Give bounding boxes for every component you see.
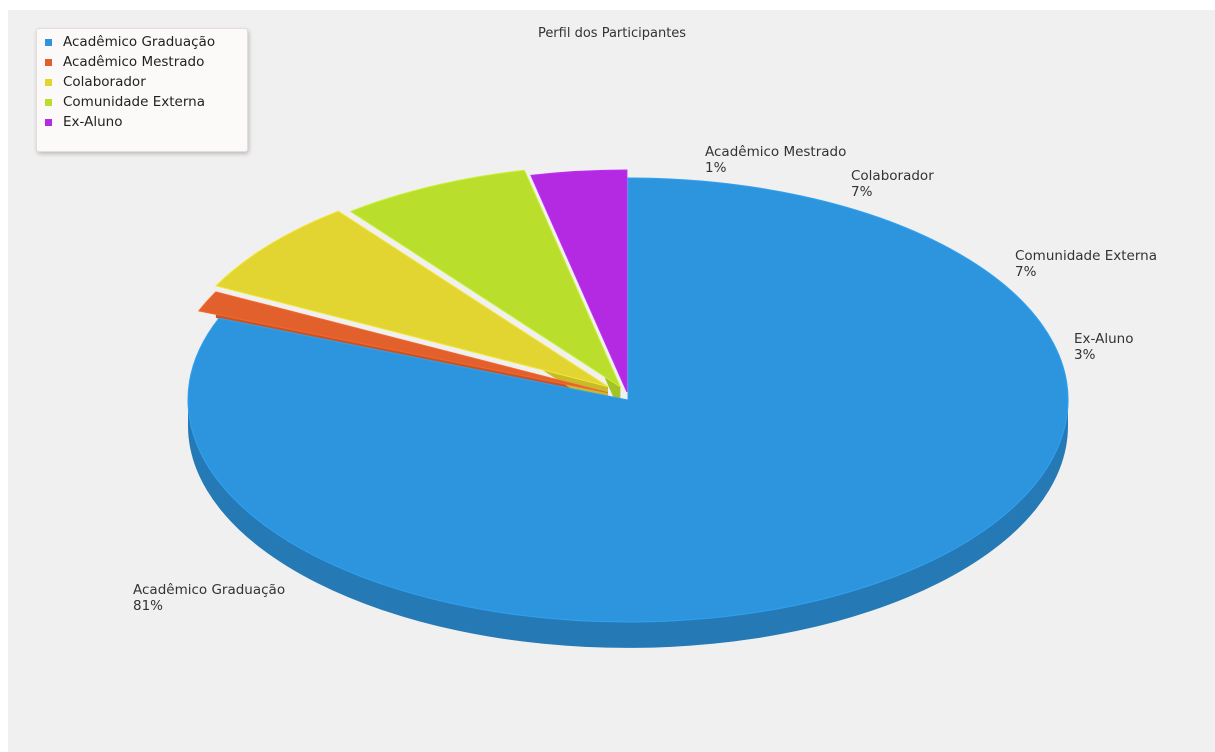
pie-slice[interactable] xyxy=(214,210,609,388)
legend-swatch xyxy=(45,78,52,86)
pie-slice[interactable] xyxy=(530,169,628,393)
legend: Acadêmico Graduação Acadêmico Mestrado C… xyxy=(36,28,248,152)
slice-percent-label: 3% xyxy=(1074,347,1096,363)
slice-label: Colaborador xyxy=(851,168,934,184)
legend-swatch xyxy=(45,118,52,126)
legend-swatch xyxy=(45,38,52,46)
slice-percent-label: 7% xyxy=(1015,264,1037,280)
legend-item[interactable]: Acadêmico Mestrado xyxy=(45,52,247,72)
slice-label: Comunidade Externa xyxy=(1015,248,1157,264)
legend-item[interactable]: Acadêmico Graduação xyxy=(45,32,247,52)
pie-slice[interactable] xyxy=(349,169,622,389)
chart-title: Perfil dos Participantes xyxy=(538,26,686,41)
legend-swatch xyxy=(45,58,52,66)
legend-label: Ex-Aluno xyxy=(63,114,123,130)
legend-swatch xyxy=(45,98,52,106)
slice-label: Ex-Aluno xyxy=(1074,331,1133,347)
pie-slice[interactable] xyxy=(197,291,609,394)
slice-percent-label: 1% xyxy=(705,160,727,176)
legend-label: Acadêmico Graduação xyxy=(63,34,216,50)
legend-label: Acadêmico Mestrado xyxy=(63,54,205,70)
legend-label: Comunidade Externa xyxy=(63,94,205,110)
pie-slice[interactable] xyxy=(187,177,1069,623)
slice-percent-label: 81% xyxy=(133,598,163,614)
legend-item[interactable]: Ex-Aluno xyxy=(45,112,247,132)
legend-item[interactable]: Colaborador xyxy=(45,72,247,92)
legend-label: Colaborador xyxy=(63,74,146,90)
slice-label: Acadêmico Mestrado xyxy=(705,144,846,160)
slice-percent-label: 7% xyxy=(851,184,873,200)
legend-item[interactable]: Comunidade Externa xyxy=(45,92,247,112)
pie-group xyxy=(187,169,1069,648)
slice-label: Acadêmico Graduação xyxy=(133,582,285,598)
